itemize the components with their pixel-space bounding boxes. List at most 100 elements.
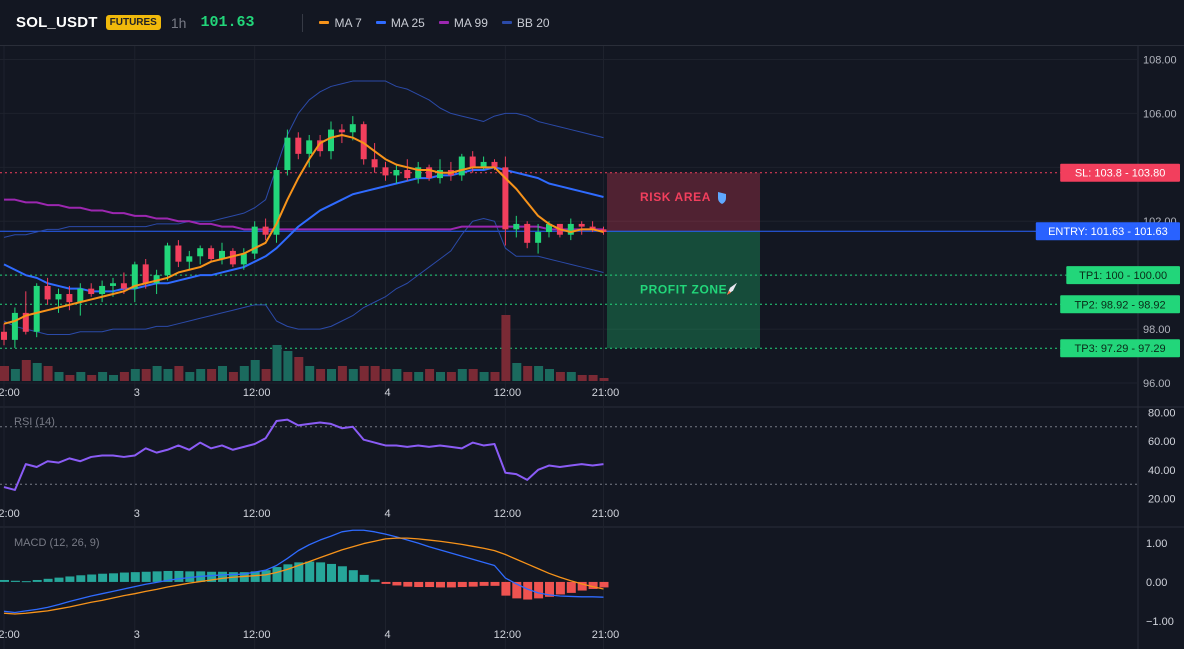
candle-body — [186, 256, 193, 262]
candle — [349, 116, 356, 141]
volume-bar — [468, 369, 478, 381]
legend-ma99[interactable]: MA 99 — [438, 15, 488, 30]
candle-body — [415, 167, 422, 179]
macd-histogram-bar — [523, 581, 533, 600]
candle-body — [371, 159, 378, 168]
candle — [393, 164, 400, 184]
volume-bar — [119, 372, 129, 381]
bb-lower-line — [3, 218, 604, 335]
macd-y-tick-label: −1.00 — [1146, 616, 1174, 628]
legend-bb20[interactable]: BB 20 — [501, 16, 550, 30]
volume-bar — [316, 369, 326, 381]
macd-line — [3, 529, 604, 614]
rsi-x-tick-label: 12:00 — [243, 508, 271, 520]
candle-body — [328, 129, 334, 152]
rsi-title: RSI (14) — [14, 416, 55, 428]
macd-histogram-bar — [599, 581, 609, 588]
legend-ma7[interactable]: MA 7 — [319, 16, 362, 30]
level-tag-1: ENTRY: 101.63 - 101.63 — [1035, 222, 1180, 241]
candle — [208, 245, 215, 262]
volume-bar — [359, 366, 369, 381]
volume-bar — [250, 360, 260, 381]
candle — [578, 221, 585, 235]
volume-bar — [414, 372, 424, 381]
legend-ma99-swatch — [438, 21, 449, 24]
timeframe-label[interactable]: 1h — [170, 14, 187, 31]
candle-body — [382, 167, 389, 176]
macd-histogram-bar — [392, 581, 402, 586]
legend-ma25[interactable]: MA 25 — [375, 16, 425, 30]
volume-bar — [599, 378, 609, 381]
macd-histogram-bar — [87, 574, 97, 582]
candle-body — [110, 283, 116, 286]
macd-histogram-bar — [534, 581, 544, 599]
macd-y-tick-label: 1.00 — [1146, 538, 1167, 550]
macd-histogram-bar — [21, 581, 31, 583]
candle — [371, 143, 378, 173]
candle — [513, 215, 520, 238]
candle-body — [535, 232, 542, 243]
candle — [251, 221, 258, 259]
volume-bar — [534, 366, 544, 381]
candle-body — [240, 253, 247, 265]
main-x-tick-label: 12:00 — [494, 387, 522, 399]
candle-body — [502, 167, 509, 230]
macd-title: MACD (12, 26, 9) — [14, 537, 100, 549]
volume-bar — [10, 369, 20, 381]
volume-bar — [239, 366, 249, 381]
macd-histogram-bar — [76, 575, 86, 582]
macd-histogram-bar — [577, 581, 587, 591]
candle — [317, 134, 324, 157]
candle — [262, 218, 269, 241]
candle-body — [229, 250, 236, 265]
candle-body — [219, 250, 225, 259]
candle — [458, 153, 465, 181]
candle-body — [1, 331, 7, 340]
volume-bar — [218, 366, 227, 381]
candle — [437, 159, 443, 184]
candle — [382, 161, 389, 181]
candle-body — [524, 223, 531, 243]
candle — [22, 291, 29, 335]
volume-bar — [436, 372, 445, 381]
macd-histogram-bar — [425, 581, 435, 588]
candle — [197, 245, 204, 265]
volume-bar — [272, 345, 282, 381]
legend-ma99-label: MA 99 — [453, 15, 488, 30]
main-x-tick-label: 12:00 — [0, 387, 20, 399]
candle-body — [153, 275, 160, 284]
macd-histogram-bar — [174, 570, 184, 582]
candle — [306, 134, 313, 168]
candle-body — [426, 167, 433, 179]
candle-body — [251, 226, 258, 254]
header-divider — [302, 13, 304, 32]
candle — [404, 159, 411, 181]
risk-area-zone: RISK AREA — [607, 172, 760, 232]
candle-body — [120, 283, 127, 289]
macd-histogram-bar — [261, 570, 271, 582]
volume-bar — [43, 366, 53, 381]
macd-histogram-bar — [98, 573, 108, 582]
candle-body — [491, 161, 498, 168]
main-y-tick-label: 108.00 — [1143, 54, 1177, 66]
macd-histogram-bar — [327, 563, 336, 582]
macd-x-tick-label: 12:00 — [243, 629, 271, 641]
macd-histogram-bar — [566, 581, 576, 593]
symbol-name[interactable]: SOL_USDT — [16, 14, 98, 31]
ma7-line — [3, 133, 604, 325]
macd-histogram-bar — [65, 576, 75, 582]
candle-body — [11, 312, 18, 340]
volume-bar — [479, 372, 489, 381]
candle-body — [578, 223, 585, 227]
volume-bar — [457, 369, 467, 381]
level-tag-bg — [1066, 266, 1180, 285]
level-tag-label: ENTRY: 101.63 - 101.63 — [1048, 226, 1168, 238]
candle-body — [437, 170, 443, 179]
macd-histogram-bar — [10, 580, 20, 582]
candle-body — [33, 285, 40, 332]
candle-body — [77, 288, 84, 303]
volume-bar — [54, 372, 64, 381]
candle — [524, 221, 531, 249]
volume-bar — [87, 375, 97, 381]
